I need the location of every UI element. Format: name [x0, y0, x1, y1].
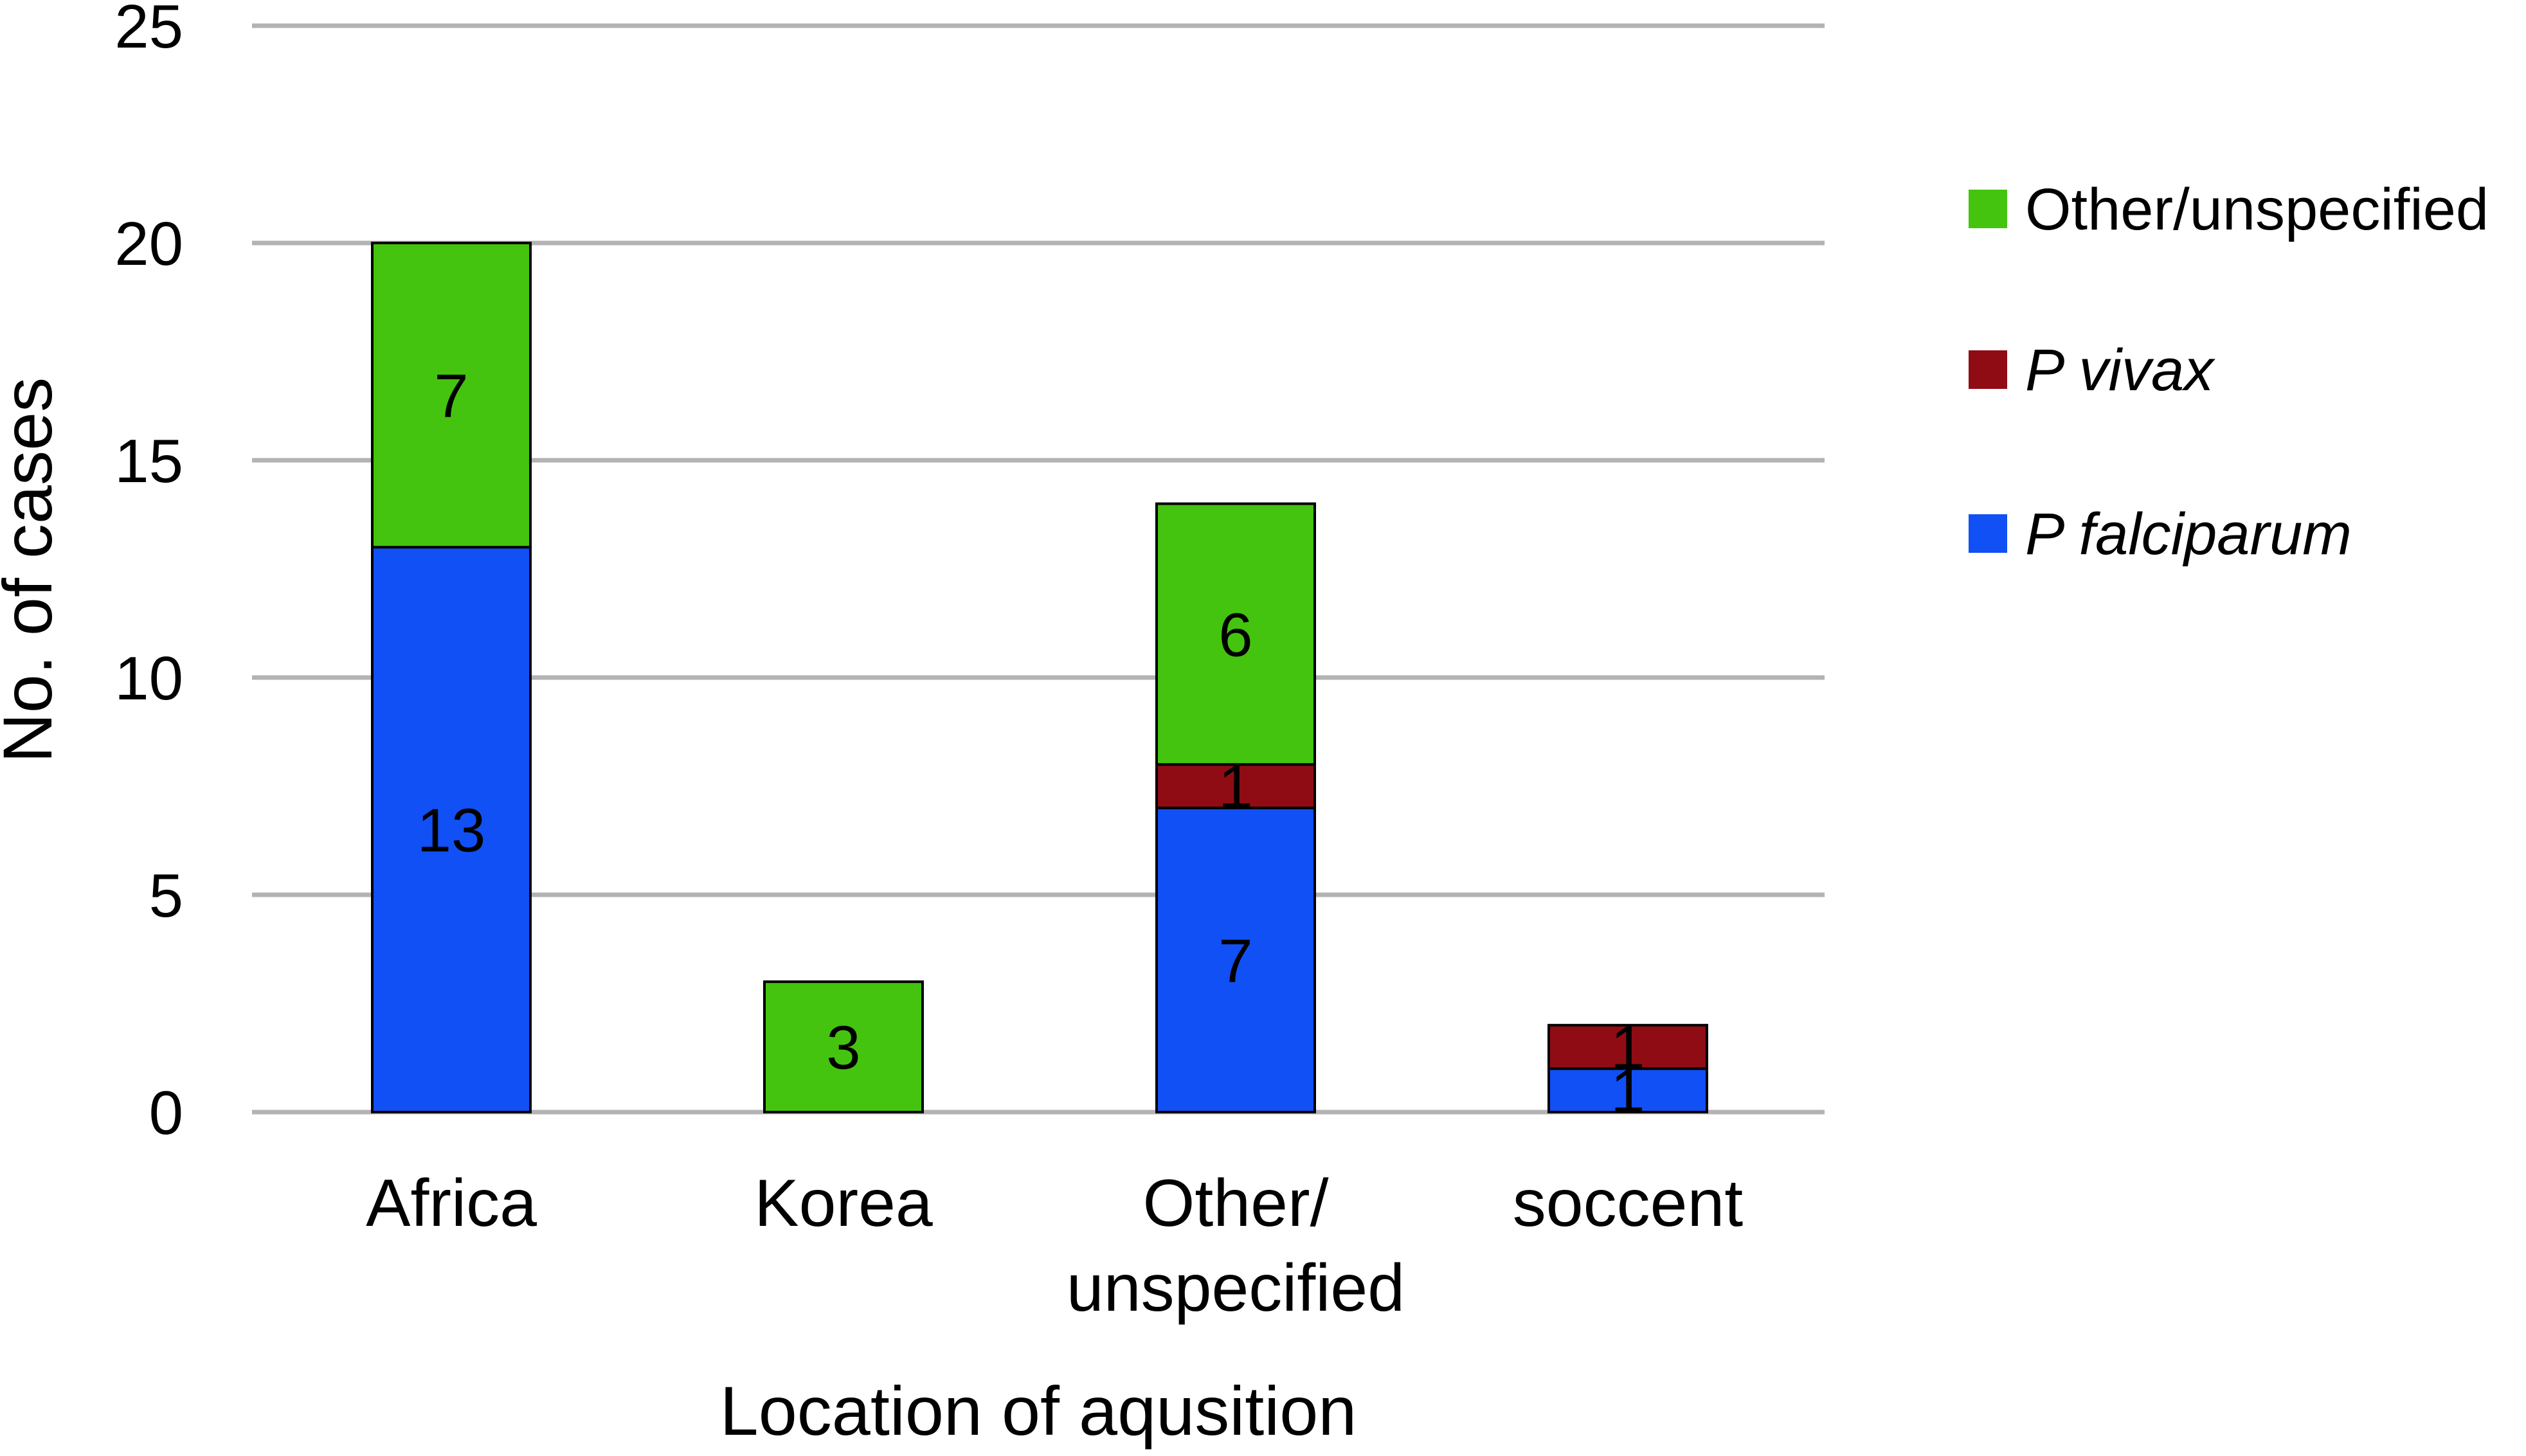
data-label: 1: [1610, 1014, 1645, 1083]
category-label: Korea: [754, 1166, 933, 1241]
category-label: Other/unspecified: [1067, 1166, 1405, 1326]
bar-segment: [763, 980, 924, 1113]
data-label: 7: [1218, 926, 1252, 995]
x-axis-title: Location of aqusition: [720, 1372, 1357, 1450]
legend-label: Other/unspecified: [2025, 177, 2489, 242]
bar-segment: [1155, 763, 1316, 809]
bar-segment: [371, 546, 532, 1113]
data-label: 13: [417, 796, 486, 865]
y-tick-label: 25: [114, 0, 183, 61]
legend-swatch: [1969, 514, 2007, 553]
category-labels: Africa Korea Other/unspecified soccent: [366, 1166, 1743, 1326]
category-label: soccent: [1513, 1166, 1744, 1241]
legend-label: P vivax: [2025, 337, 2215, 403]
data-label: 3: [826, 1014, 860, 1083]
y-tick-label: 5: [149, 861, 183, 930]
y-axis-title: No. of cases: [0, 377, 66, 763]
category-label: Africa: [366, 1166, 537, 1241]
y-tick-label: 10: [114, 644, 183, 713]
bar-segment: [1155, 502, 1316, 766]
legend-swatch: [1969, 190, 2007, 228]
bar-segment: [1547, 1023, 1708, 1070]
y-tick-label: 15: [114, 427, 183, 496]
data-label: 6: [1218, 600, 1252, 669]
legend: Other/unspecified P vivax P falciparum: [1969, 177, 2489, 567]
y-tick-label: 20: [114, 210, 183, 278]
data-label: 7: [434, 362, 468, 431]
legend-swatch: [1969, 350, 2007, 389]
bar-segment: [371, 242, 532, 549]
legend-label: P falciparum: [2025, 501, 2352, 567]
y-tick-labels: 0 5 10 15 20 25: [114, 0, 183, 1147]
y-tick-label: 0: [149, 1079, 183, 1147]
